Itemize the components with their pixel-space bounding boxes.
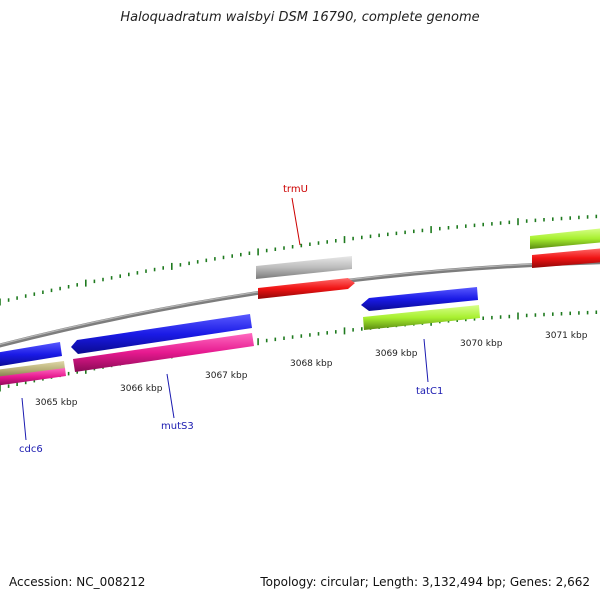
gene-label-tatC1[interactable]: tatC1 xyxy=(416,386,443,397)
tick-label-3070: 3070 kbp xyxy=(460,339,503,349)
genome-backbone xyxy=(0,260,600,348)
feature-lime-outer[interactable] xyxy=(530,228,600,249)
gene-label-mutS3[interactable]: mutS3 xyxy=(161,421,194,432)
feature-blue-left[interactable] xyxy=(0,342,62,367)
feature-tatC1[interactable] xyxy=(361,287,478,311)
gene-label-trmU[interactable]: trmU xyxy=(283,184,308,195)
tick-label-3071: 3071 kbp xyxy=(545,331,588,341)
ruler-labels: 3065 kbp 3066 kbp 3067 kbp 3068 kbp 3069… xyxy=(35,331,588,408)
map-title: Haloquadratum walsbyi DSM 16790, complet… xyxy=(120,10,480,25)
feature-trmU[interactable] xyxy=(258,278,355,299)
tick-label-3068: 3068 kbp xyxy=(290,359,333,369)
inner-strand-features xyxy=(0,287,480,386)
feature-pink-long[interactable] xyxy=(73,333,254,372)
feature-olive-left[interactable] xyxy=(0,361,65,378)
feature-grey[interactable] xyxy=(256,256,352,279)
tick-row-outer xyxy=(0,214,598,306)
tick-label-3069: 3069 kbp xyxy=(375,349,418,359)
gene-label-cdc6[interactable]: cdc6 xyxy=(19,444,43,455)
accession-text: Accession: NC_008212 xyxy=(9,575,146,589)
feature-pink-left[interactable] xyxy=(0,368,66,386)
feature-lime-inner[interactable] xyxy=(363,305,480,330)
genome-summary-text: Topology: circular; Length: 3,132,494 bp… xyxy=(260,575,590,589)
tick-label-3065: 3065 kbp xyxy=(35,398,78,408)
tick-label-3067: 3067 kbp xyxy=(205,371,248,381)
tick-label-3066: 3066 kbp xyxy=(120,384,163,394)
feature-red-outer[interactable] xyxy=(532,248,600,268)
outer-strand-features xyxy=(256,228,600,299)
feature-mutS3[interactable] xyxy=(71,314,252,354)
